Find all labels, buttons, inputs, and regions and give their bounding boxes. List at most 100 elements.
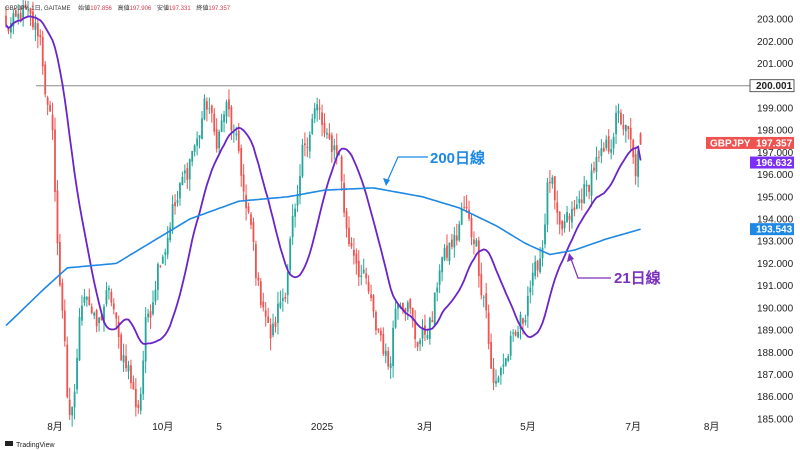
price-tag-symbol-box bbox=[706, 136, 752, 149]
candle-body bbox=[477, 240, 480, 277]
candle-body bbox=[181, 176, 184, 186]
candle-body bbox=[301, 144, 304, 177]
candle-body bbox=[5, 15, 7, 25]
candle-body bbox=[637, 150, 639, 177]
tradingview-logo[interactable]: TradingView bbox=[5, 441, 55, 449]
candle-body bbox=[627, 126, 630, 130]
price-tick-label: 197.000 bbox=[757, 148, 794, 159]
time-tick-label: 3月 bbox=[417, 421, 433, 433]
candle-body bbox=[27, 7, 29, 9]
candle-body bbox=[103, 306, 105, 324]
candle-body bbox=[421, 327, 424, 339]
candle-body bbox=[372, 295, 375, 312]
time-tick-label: 5月 bbox=[520, 421, 536, 433]
candle-body bbox=[451, 239, 453, 247]
price-tick-label: 185.000 bbox=[757, 414, 794, 425]
candle-body bbox=[605, 139, 608, 149]
candle-body bbox=[487, 312, 490, 344]
price-tag-value: 197.357 bbox=[756, 138, 793, 149]
candle-body bbox=[595, 157, 598, 172]
candle-body bbox=[61, 282, 64, 311]
candle-body bbox=[348, 227, 350, 245]
candle-body bbox=[54, 129, 56, 193]
ma200-line bbox=[5, 187, 641, 327]
candle-body bbox=[34, 22, 37, 30]
candle-body bbox=[223, 114, 225, 122]
candle-body bbox=[164, 252, 167, 255]
candle-body bbox=[66, 344, 69, 398]
price-tick-label: 190.000 bbox=[757, 303, 794, 314]
candle-body bbox=[201, 118, 203, 140]
candle-body bbox=[500, 367, 502, 376]
candle-body bbox=[355, 253, 358, 264]
candle-body bbox=[78, 316, 81, 361]
candle-body bbox=[59, 242, 61, 286]
price-tick-label: 193.000 bbox=[757, 237, 794, 248]
time-tick-label: 8月 bbox=[47, 421, 63, 433]
candle-body bbox=[318, 107, 321, 110]
annotation-21-arrowhead bbox=[567, 253, 574, 262]
candle-body bbox=[360, 275, 363, 277]
candle-body bbox=[502, 364, 505, 367]
candle-body bbox=[159, 265, 162, 267]
candle-body bbox=[600, 148, 603, 157]
candle-body bbox=[507, 356, 510, 361]
candle-body bbox=[215, 129, 218, 149]
candle-body bbox=[629, 128, 632, 140]
candle-body bbox=[558, 211, 561, 225]
candle-body bbox=[561, 221, 564, 230]
candle-body bbox=[465, 206, 468, 209]
candle-body bbox=[455, 235, 458, 241]
candle-body bbox=[90, 306, 93, 314]
price-tick-label: 191.000 bbox=[757, 281, 794, 292]
candle-body bbox=[44, 64, 47, 95]
candle-body bbox=[458, 224, 461, 241]
candle-body bbox=[612, 136, 615, 149]
candle-body bbox=[402, 302, 404, 310]
candle-body bbox=[68, 399, 71, 415]
candle-body bbox=[46, 97, 49, 105]
candle-body bbox=[174, 202, 176, 207]
candle-body bbox=[409, 299, 412, 309]
price-tick-label: 195.000 bbox=[757, 192, 794, 203]
candle-body bbox=[51, 114, 54, 131]
candle-body bbox=[593, 167, 595, 171]
candle-body bbox=[304, 143, 306, 146]
candle-body bbox=[24, 4, 27, 9]
price-tick-label: 203.000 bbox=[757, 15, 794, 26]
candle-body bbox=[338, 153, 341, 155]
candle-body bbox=[534, 261, 537, 277]
candle-body bbox=[81, 305, 83, 321]
candle-body bbox=[316, 104, 319, 111]
candle-body bbox=[210, 105, 213, 114]
candle-body bbox=[127, 365, 130, 372]
candle-body bbox=[607, 136, 610, 152]
candle-body bbox=[563, 221, 566, 229]
candle-body bbox=[191, 150, 194, 162]
candle-body bbox=[139, 393, 142, 411]
candle-body bbox=[17, 13, 20, 19]
candle-body bbox=[76, 358, 78, 390]
candle-body bbox=[193, 145, 196, 152]
candle-body bbox=[382, 333, 385, 354]
candle-body bbox=[414, 320, 417, 340]
candle-body bbox=[480, 273, 483, 296]
indicator-lines-layer bbox=[5, 15, 752, 345]
candle-body bbox=[166, 237, 169, 255]
candle-body bbox=[255, 244, 257, 279]
price-tick-label: 192.000 bbox=[757, 259, 794, 270]
candle-body bbox=[130, 365, 132, 384]
candle-body bbox=[514, 331, 517, 336]
symbol-header: GBPJPY, 1日, GAITAME 始値197.856 高値197.906 … bbox=[5, 4, 231, 12]
candle-body bbox=[495, 380, 497, 384]
candle-body bbox=[259, 281, 262, 305]
candle-body bbox=[83, 296, 86, 303]
candle-body bbox=[230, 106, 233, 131]
candle-body bbox=[149, 311, 152, 318]
candle-body bbox=[125, 356, 127, 369]
candle-body bbox=[566, 212, 568, 222]
candle-body bbox=[370, 294, 372, 298]
time-tick-label: 7月 bbox=[625, 421, 641, 433]
